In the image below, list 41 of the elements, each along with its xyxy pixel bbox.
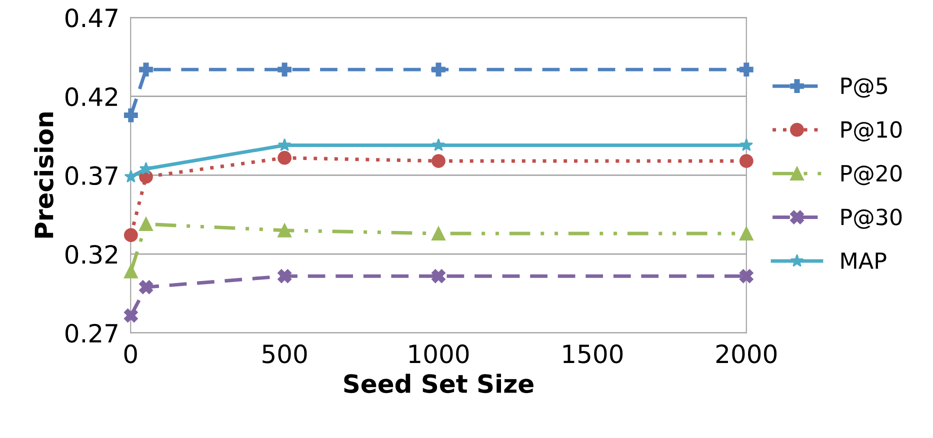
point — [278, 150, 292, 165]
x-tick-label: 1000 — [409, 344, 469, 364]
x-tick-label: 500 — [262, 344, 307, 364]
legend-label: P@30 — [841, 208, 902, 229]
point — [124, 170, 138, 183]
x-tick-label: 0 — [124, 344, 137, 364]
point — [739, 154, 754, 168]
legend-label: P@5 — [841, 78, 888, 98]
x-axis-title: Seed Set Size — [344, 374, 534, 394]
y-tick-label: 0.42 — [65, 87, 118, 106]
point — [432, 269, 446, 284]
y-tick-label: 0.27 — [65, 324, 118, 343]
point — [139, 217, 153, 232]
point — [740, 138, 754, 151]
point — [278, 269, 292, 284]
point — [278, 223, 292, 238]
y-tick-label: 0.47 — [65, 8, 118, 28]
point — [124, 108, 138, 122]
point — [432, 62, 446, 76]
point — [139, 280, 153, 294]
point — [139, 62, 153, 76]
legend-label: P@10 — [841, 121, 902, 142]
point — [124, 308, 138, 322]
y-axis-title: Precision — [34, 112, 54, 238]
point — [739, 269, 754, 284]
point — [432, 138, 446, 151]
point — [278, 62, 292, 76]
point — [278, 138, 292, 151]
legend-label: P@20 — [841, 164, 902, 186]
point — [139, 162, 153, 175]
x-tick-label: 2000 — [716, 344, 777, 364]
point — [739, 226, 754, 240]
x-tick-label: 1500 — [563, 344, 623, 364]
y-tick-label: 0.32 — [65, 244, 118, 264]
legend-label: MAP — [841, 252, 886, 269]
point — [124, 264, 138, 278]
point — [432, 154, 446, 168]
point — [739, 62, 754, 76]
point — [124, 228, 138, 242]
point — [432, 226, 446, 240]
y-tick-label: 0.37 — [65, 166, 118, 186]
